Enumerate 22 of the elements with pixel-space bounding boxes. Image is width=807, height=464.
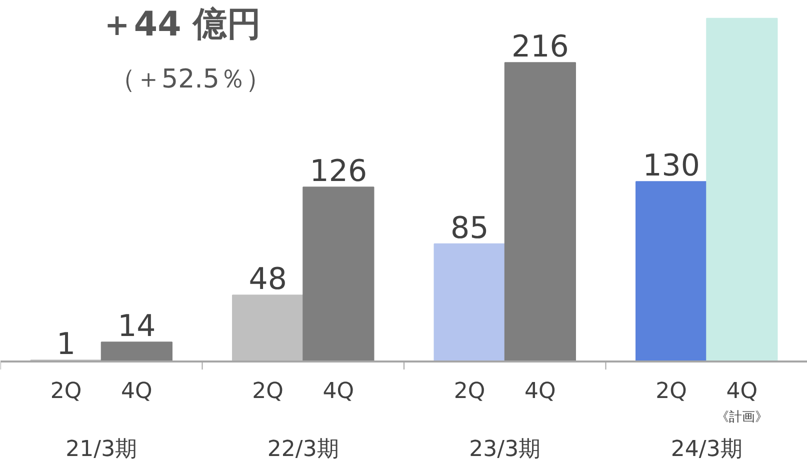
text: 4Q [726,379,758,404]
data-label: 126 [310,154,368,190]
annotation: ＋44 億円 [100,4,262,44]
data-label: 130 [642,148,700,184]
annotation: （＋52.5％） [110,64,272,94]
text: 2Q [454,379,486,404]
text: 2Q [252,379,284,404]
text: 4Q [524,379,556,404]
x-tick-label: 22/3期 [267,437,339,462]
x-tick-label: 23/3期 [469,437,541,462]
series-label: 4Q [121,379,152,404]
data-label: 85 [450,210,489,246]
text: 2Q [656,379,687,404]
data-label: 1 [56,327,76,362]
data-label: 48 [248,262,287,298]
text: 4Q [322,379,354,404]
data-label: 14 [118,309,156,344]
x-tick-label: 24/3期 [670,437,742,462]
data-label: 216 [512,30,569,65]
x-tick-label: 21/3期 [66,437,138,462]
text: 《計画》 [716,410,768,426]
series-label: 2Q [50,379,82,404]
